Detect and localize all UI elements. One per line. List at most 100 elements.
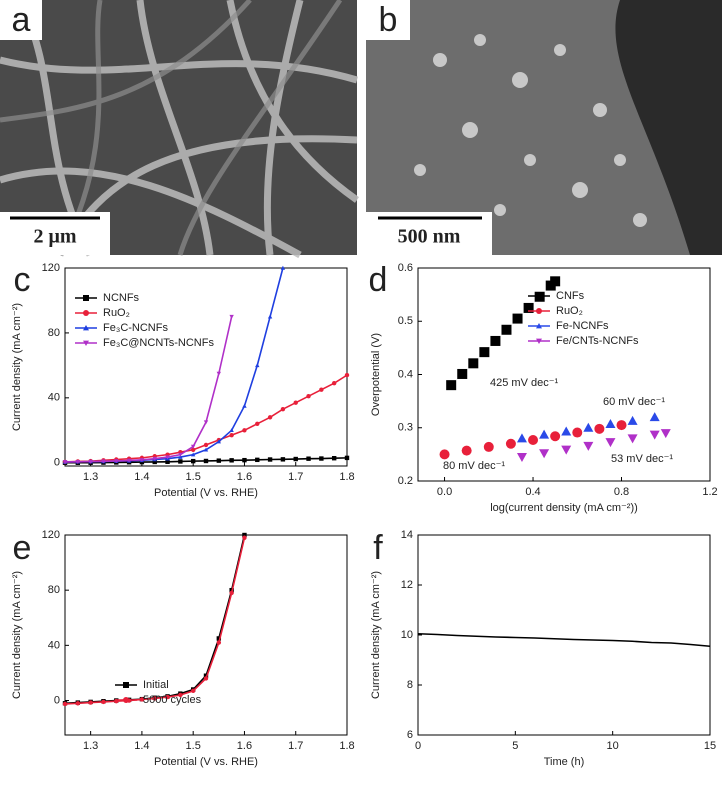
scale-bar-label: 500 nm xyxy=(398,226,461,248)
sem-image-a: a 2 μm xyxy=(0,0,360,259)
data-line xyxy=(64,267,284,463)
data-point xyxy=(280,265,286,270)
data-point xyxy=(255,363,260,368)
data-point xyxy=(319,387,324,392)
data-point xyxy=(331,456,337,461)
legend-marker xyxy=(536,323,542,329)
data-point xyxy=(88,459,93,464)
legend-marker xyxy=(123,697,129,703)
data-point xyxy=(242,457,247,463)
data-point xyxy=(190,447,196,452)
x-tick-label: 1.4 xyxy=(134,740,149,752)
data-point xyxy=(319,456,324,461)
y-tick-label: 8 xyxy=(407,679,413,691)
data-point xyxy=(178,452,183,457)
x-tick-label: 1.6 xyxy=(237,471,252,483)
legend-marker xyxy=(83,340,89,346)
data-point xyxy=(267,457,273,462)
data-point xyxy=(114,459,119,464)
y-axis-title: Current density (mA cm⁻²) xyxy=(370,571,382,699)
y-tick-label: 14 xyxy=(401,529,413,541)
data-point xyxy=(483,441,494,452)
legend-label: Fe/CNTs-NCNFs xyxy=(556,335,639,347)
data-point xyxy=(101,459,106,464)
data-point xyxy=(190,444,196,449)
data-point xyxy=(468,358,479,369)
image-label: b xyxy=(379,1,398,39)
y-tick-label: 10 xyxy=(401,629,413,641)
data-point xyxy=(229,314,234,319)
x-tick-label: 0.0 xyxy=(437,486,452,498)
legend-marker xyxy=(123,682,129,688)
data-point xyxy=(152,456,157,461)
data-point xyxy=(539,449,550,459)
x-tick-label: 5 xyxy=(512,740,518,752)
data-point xyxy=(139,459,145,465)
x-axis-title: Time (h) xyxy=(544,756,585,768)
data-point xyxy=(126,458,132,463)
data-point xyxy=(293,400,298,405)
x-axis-title: Potential (V vs. RHE) xyxy=(154,756,258,768)
data-point xyxy=(501,324,512,335)
data-point xyxy=(660,429,671,439)
data-point xyxy=(62,460,68,465)
legend-marker xyxy=(83,295,89,301)
annotation: 60 mV dec⁻¹ xyxy=(603,396,665,408)
scale-bar-label: 2 μm xyxy=(34,226,77,248)
data-point xyxy=(203,442,209,448)
data-point xyxy=(242,428,247,433)
data-point xyxy=(178,454,183,459)
data-point xyxy=(331,381,337,386)
data-point xyxy=(152,459,157,465)
data-point xyxy=(101,699,106,705)
data-point xyxy=(539,429,550,439)
data-point xyxy=(229,432,234,438)
data-point xyxy=(649,412,660,422)
x-tick-label: 1.4 xyxy=(134,471,149,483)
x-tick-label: 10 xyxy=(607,740,619,752)
data-point xyxy=(216,371,222,376)
data-point xyxy=(280,406,286,412)
legend-marker xyxy=(83,310,89,316)
data-point xyxy=(561,445,572,455)
y-tick-label: 0.5 xyxy=(398,315,413,327)
panel-label: c xyxy=(14,261,31,299)
data-point xyxy=(255,457,260,463)
y-tick-label: 0.4 xyxy=(398,368,413,380)
data-point xyxy=(627,434,638,444)
data-point xyxy=(203,458,209,464)
plot-frame xyxy=(64,267,348,467)
x-tick-label: 1.5 xyxy=(186,471,201,483)
data-point xyxy=(216,640,222,645)
data-point xyxy=(479,347,490,358)
data-point xyxy=(216,439,222,444)
data-point xyxy=(605,419,616,429)
data-point xyxy=(203,447,209,452)
data-point xyxy=(242,535,247,540)
data-point xyxy=(203,420,209,425)
data-point xyxy=(178,459,183,464)
x-tick-label: 1.5 xyxy=(186,740,201,752)
data-point xyxy=(203,673,209,678)
data-line xyxy=(64,316,233,463)
data-point xyxy=(216,636,222,641)
legend-marker xyxy=(536,338,542,344)
x-axis-title: Potential (V vs. RHE) xyxy=(154,487,258,499)
data-point xyxy=(62,701,68,707)
x-axis-title: log(current density (mA cm⁻²)) xyxy=(490,502,638,514)
data-point xyxy=(583,441,594,451)
data-point xyxy=(439,449,450,460)
y-axis-title: Current density (mA cm⁻²) xyxy=(11,571,23,699)
data-point xyxy=(242,532,247,538)
data-point xyxy=(216,458,222,463)
data-point xyxy=(505,438,516,449)
data-point xyxy=(344,372,350,378)
data-line xyxy=(417,632,711,648)
data-point xyxy=(165,455,170,460)
data-point xyxy=(649,430,660,440)
data-point xyxy=(516,453,527,463)
x-tick-label: 1.8 xyxy=(339,740,354,752)
data-point xyxy=(255,421,260,427)
panel-label: e xyxy=(13,529,32,567)
